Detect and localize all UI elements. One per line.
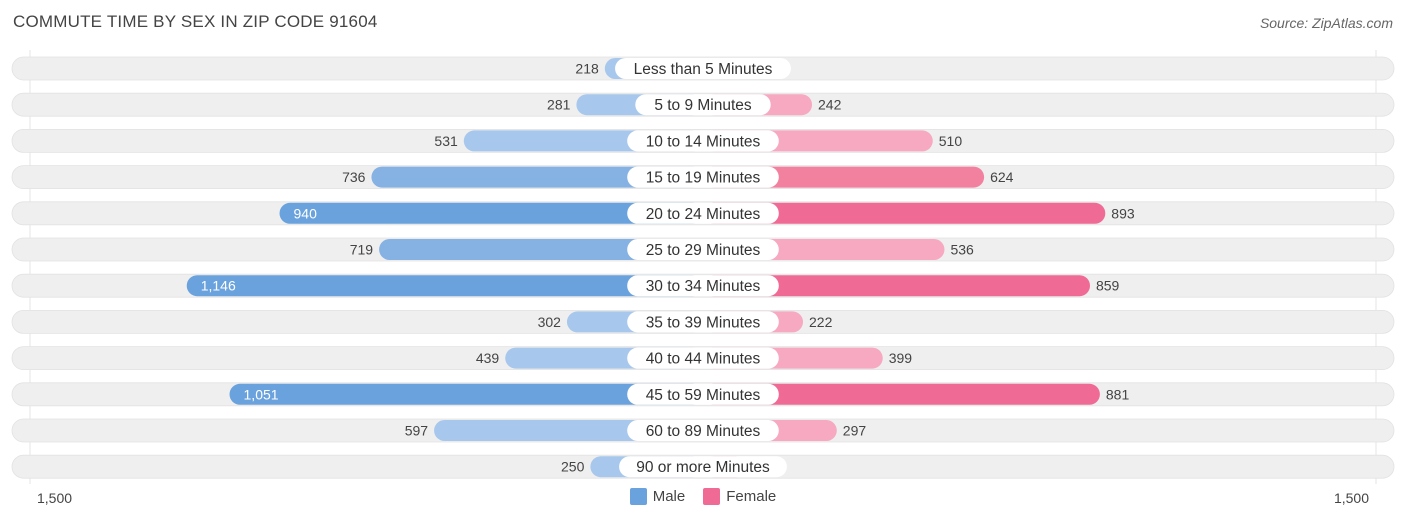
category-label: 10 to 14 Minutes: [646, 133, 761, 150]
category-pill: [635, 94, 771, 116]
female-bar: [703, 202, 1106, 224]
legend-label-male: Male: [652, 488, 686, 505]
male-value-label: 531: [434, 133, 458, 149]
male-bar: [229, 383, 703, 405]
female-value-label: 536: [950, 242, 974, 258]
male-bar: [279, 202, 703, 224]
category-pill: [627, 311, 779, 333]
female-value-label: 297: [843, 423, 867, 439]
male-value-label: 597: [405, 423, 429, 439]
category-pill: [627, 383, 779, 405]
male-value-label: 302: [538, 314, 562, 330]
male-bar: [379, 239, 703, 260]
category-label: 20 to 24 Minutes: [646, 206, 761, 223]
female-value-label: 510: [939, 133, 963, 149]
category-pill: [627, 275, 779, 297]
male-value-label: 719: [350, 242, 374, 258]
female-value-label: 399: [889, 350, 913, 366]
category-pill: [627, 347, 779, 369]
category-label: 25 to 29 Minutes: [646, 242, 761, 259]
female-value-label: 859: [1096, 278, 1120, 294]
female-value-label: 222: [809, 314, 833, 330]
axis-max-label: 1,500: [1333, 490, 1369, 506]
female-bar: [703, 383, 1100, 405]
category-label: 35 to 39 Minutes: [646, 314, 761, 331]
category-label: 30 to 34 Minutes: [646, 278, 761, 295]
category-label: 15 to 19 Minutes: [646, 170, 761, 187]
legend: Male Female: [0, 488, 1406, 505]
male-value-label: 1,051: [244, 386, 279, 402]
female-value-label: 893: [1111, 205, 1135, 221]
axis-min-label: 1,500: [37, 490, 73, 506]
category-pill: [627, 166, 779, 188]
category-pill: [615, 58, 791, 79]
category-pill: [627, 420, 779, 441]
legend-label-female: Female: [726, 488, 777, 505]
male-value-label: 281: [547, 97, 571, 113]
female-value-label: 624: [990, 169, 1014, 185]
male-value-label: 1,146: [201, 278, 236, 294]
male-value-label: 218: [575, 61, 599, 77]
category-pill: [619, 456, 787, 478]
male-value-label: 736: [342, 169, 366, 185]
female-value-label: 881: [1106, 386, 1130, 402]
category-label: 40 to 44 Minutes: [646, 351, 761, 368]
category-label: 45 to 59 Minutes: [646, 387, 761, 404]
legend-swatch-female: [703, 488, 721, 505]
female-bar: [703, 275, 1090, 297]
category-label: 90 or more Minutes: [636, 459, 770, 476]
male-bar: [186, 275, 704, 297]
category-label: 60 to 89 Minutes: [646, 423, 761, 440]
source-note: Source: ZipAtlas.com: [1259, 15, 1393, 31]
female-value-label: 242: [818, 97, 842, 113]
category-label: 5 to 9 Minutes: [654, 97, 752, 114]
category-pill: [627, 239, 779, 260]
male-bar: [371, 166, 703, 188]
male-value-label: 940: [294, 205, 318, 221]
legend-item-female: Female: [703, 488, 776, 505]
legend-swatch-male: [629, 488, 647, 505]
legend-item-male: Male: [629, 488, 686, 505]
male-value-label: 250: [561, 459, 585, 475]
category-pill: [627, 130, 779, 152]
chart-title: COMMUTE TIME BY SEX IN ZIP CODE 91604: [13, 12, 378, 31]
category-pill: [627, 202, 779, 224]
category-label: Less than 5 Minutes: [634, 61, 773, 78]
male-value-label: 439: [476, 350, 500, 366]
